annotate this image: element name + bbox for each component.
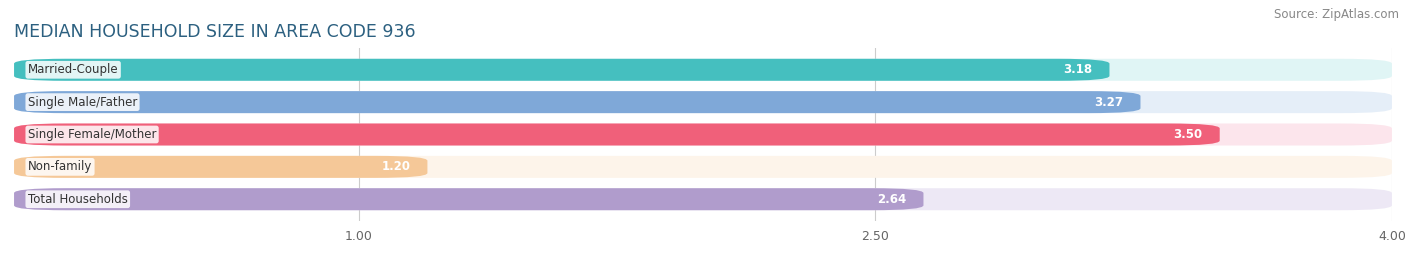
FancyBboxPatch shape (14, 91, 1140, 113)
Text: 3.50: 3.50 (1174, 128, 1202, 141)
Text: Married-Couple: Married-Couple (28, 63, 118, 76)
Text: Source: ZipAtlas.com: Source: ZipAtlas.com (1274, 8, 1399, 21)
Text: 3.18: 3.18 (1063, 63, 1092, 76)
Text: Non-family: Non-family (28, 160, 93, 173)
Text: 1.20: 1.20 (381, 160, 411, 173)
FancyBboxPatch shape (14, 59, 1392, 81)
Text: MEDIAN HOUSEHOLD SIZE IN AREA CODE 936: MEDIAN HOUSEHOLD SIZE IN AREA CODE 936 (14, 23, 416, 41)
FancyBboxPatch shape (14, 188, 924, 210)
FancyBboxPatch shape (14, 188, 1392, 210)
Text: Single Male/Father: Single Male/Father (28, 96, 138, 109)
Text: Total Households: Total Households (28, 193, 128, 206)
FancyBboxPatch shape (14, 59, 1109, 81)
FancyBboxPatch shape (14, 123, 1392, 146)
FancyBboxPatch shape (14, 123, 1219, 146)
FancyBboxPatch shape (14, 156, 1392, 178)
FancyBboxPatch shape (14, 156, 427, 178)
Text: 2.64: 2.64 (877, 193, 907, 206)
Text: Single Female/Mother: Single Female/Mother (28, 128, 156, 141)
FancyBboxPatch shape (14, 91, 1392, 113)
Text: 3.27: 3.27 (1094, 96, 1123, 109)
